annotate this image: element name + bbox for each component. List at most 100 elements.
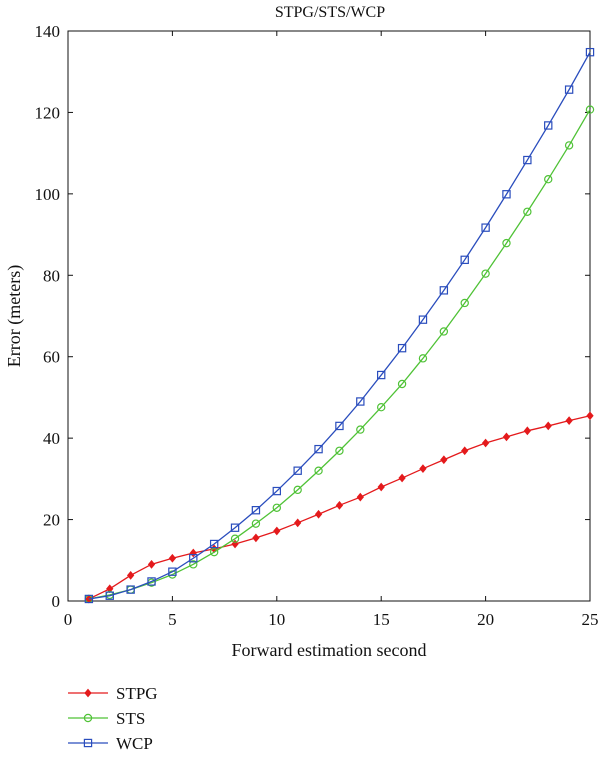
data-point (189, 548, 197, 558)
x-tick-label: 5 (168, 610, 177, 629)
data-point (230, 534, 240, 543)
data-point (189, 554, 198, 563)
data-point (293, 485, 302, 495)
legend-swatch-marker (83, 738, 93, 748)
data-point (440, 455, 448, 465)
data-point (230, 523, 240, 532)
x-tick-label: 15 (373, 610, 390, 629)
legend-label: STS (116, 709, 145, 728)
legend-label: STPG (116, 684, 158, 703)
x-tick-label: 20 (477, 610, 494, 629)
series-stpg (85, 411, 594, 604)
data-point (335, 421, 344, 431)
data-point (585, 105, 595, 114)
y-tick-label: 140 (35, 22, 61, 41)
data-point (293, 466, 302, 475)
plot-area (67, 30, 591, 602)
data-point (314, 466, 323, 475)
data-point (105, 591, 114, 600)
series-line (88, 109, 591, 600)
data-point (126, 570, 135, 580)
data-point (481, 438, 490, 448)
data-point (168, 553, 177, 563)
data-point (502, 238, 511, 248)
x-tick-label: 10 (268, 610, 285, 629)
data-point (419, 464, 427, 474)
data-point (377, 482, 385, 492)
data-point (356, 425, 365, 434)
data-point (272, 503, 281, 512)
data-point (544, 174, 553, 184)
data-point (481, 269, 490, 278)
y-tick-label: 80 (43, 266, 60, 285)
data-point (252, 533, 260, 543)
data-point (565, 416, 573, 426)
legend-item-stpg: STPG (68, 684, 158, 703)
data-point (502, 432, 511, 442)
data-point (398, 473, 406, 483)
series-sts (84, 105, 595, 604)
data-point (439, 286, 449, 295)
data-point (189, 560, 198, 569)
legend-swatch-marker (83, 713, 93, 723)
legend-item-wcp: WCP (68, 734, 153, 753)
y-tick-label: 60 (43, 348, 60, 367)
data-point (523, 155, 532, 165)
data-point (273, 526, 281, 536)
y-axis-label: Error (meters) (4, 265, 25, 367)
data-point (523, 426, 532, 436)
data-point (209, 547, 219, 557)
data-point (209, 539, 219, 549)
data-point (502, 190, 511, 199)
data-point (523, 207, 532, 216)
data-point (397, 379, 407, 389)
legend: STPG STS WCP (68, 684, 158, 753)
data-point (418, 354, 428, 363)
data-point (544, 121, 553, 130)
data-point (397, 343, 407, 353)
series-layer (84, 47, 595, 604)
data-point (314, 444, 323, 454)
data-point (481, 223, 490, 232)
legend-swatch-marker (84, 688, 92, 698)
data-point (461, 446, 469, 456)
data-point (168, 567, 177, 576)
y-tick-label: 20 (43, 511, 60, 530)
data-point (147, 577, 156, 586)
y-tick-label: 120 (35, 103, 61, 122)
legend-item-sts: STS (68, 709, 145, 728)
chart-title: STPG/STS/WCP (275, 4, 385, 21)
data-point (335, 446, 344, 455)
data-point (356, 492, 364, 502)
data-point (294, 518, 302, 528)
data-point (356, 397, 365, 406)
y-tick-label: 40 (43, 429, 60, 448)
data-point (314, 509, 323, 519)
data-point (564, 141, 574, 150)
x-tick-label: 25 (582, 610, 599, 629)
data-point (272, 486, 282, 496)
series-wcp (84, 47, 595, 604)
legend-label: WCP (116, 734, 153, 753)
data-point (251, 519, 261, 528)
x-axis-label: Forward estimation second (232, 640, 427, 660)
data-point (564, 85, 574, 94)
series-line (88, 51, 591, 600)
data-point (377, 370, 386, 380)
x-tick-label: 0 (64, 610, 73, 629)
data-point (586, 411, 594, 421)
data-point (585, 47, 595, 57)
data-point (460, 298, 469, 308)
data-point (84, 594, 94, 604)
data-point (439, 327, 449, 336)
data-point (335, 500, 344, 510)
data-point (251, 506, 261, 515)
data-point (147, 559, 156, 569)
y-tick-label: 0 (52, 592, 61, 611)
axis-ticks: 0 5 10 15 20 25 0 20 40 60 80 100 120 140 (35, 22, 599, 629)
data-point (544, 421, 552, 431)
y-tick-label: 100 (35, 185, 61, 204)
data-point (126, 585, 135, 594)
